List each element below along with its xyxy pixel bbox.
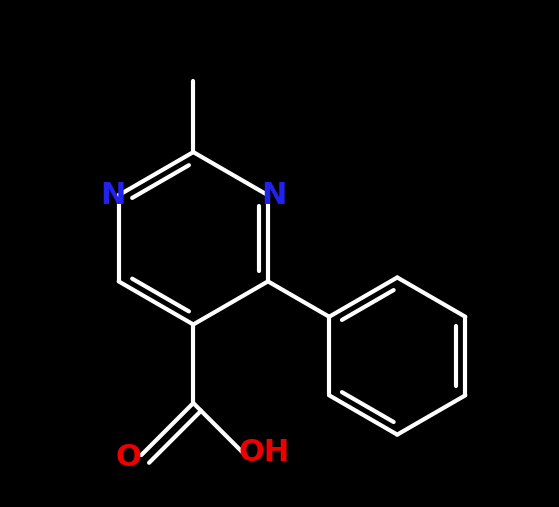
Text: O: O: [116, 443, 141, 472]
Text: N: N: [100, 180, 125, 210]
Text: OH: OH: [239, 438, 290, 467]
Text: N: N: [262, 180, 287, 210]
